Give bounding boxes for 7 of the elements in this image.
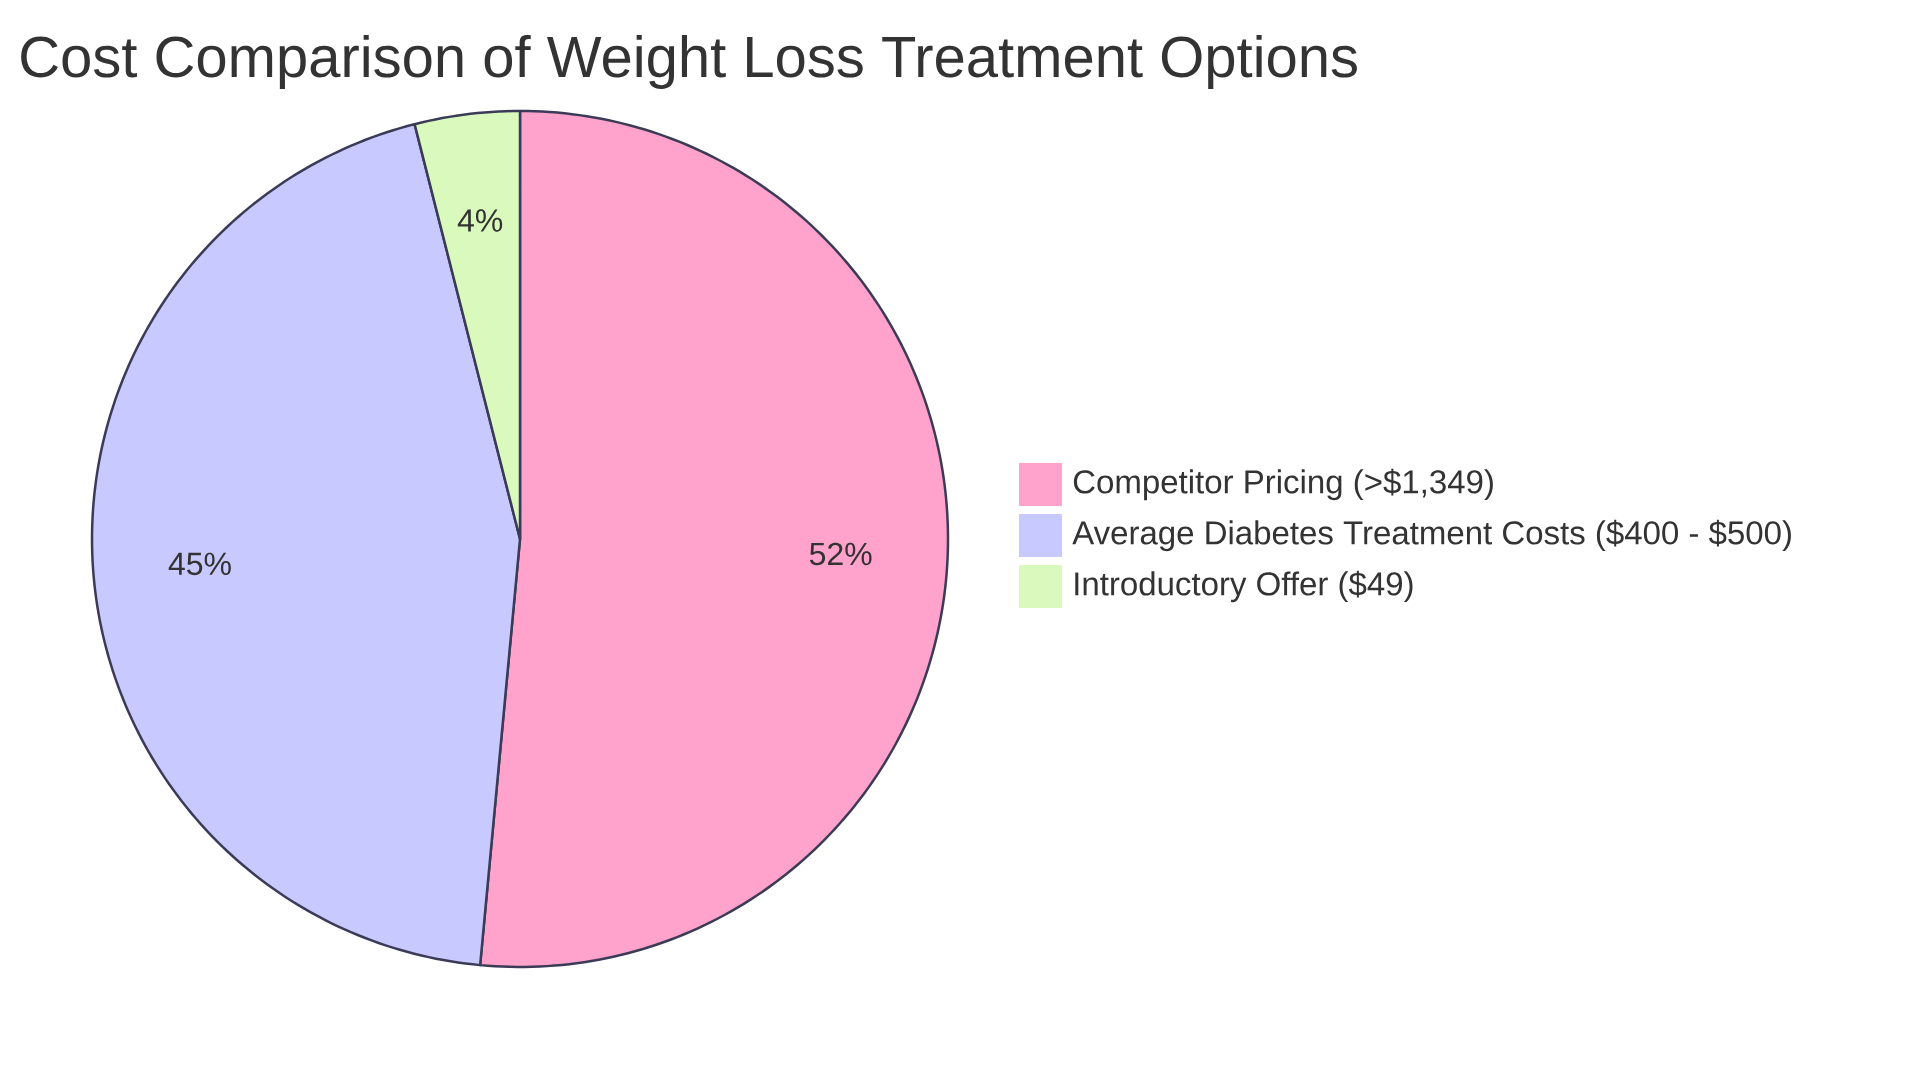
data-label: 4%: [457, 209, 503, 232]
data-label: 45%: [168, 552, 231, 576]
legend-label: Introductory Offer ($49): [1075, 570, 1413, 603]
chart-title: Cost Comparison of Weight Loss Treatment Options: [21, 34, 1357, 90]
legend-label: Average Diabetes Treatment Costs ($400 - $500): [1072, 519, 1791, 552]
legend-label: Competitor Pricing (>$1,349): [1073, 468, 1493, 501]
data-label: 52%: [809, 542, 872, 566]
